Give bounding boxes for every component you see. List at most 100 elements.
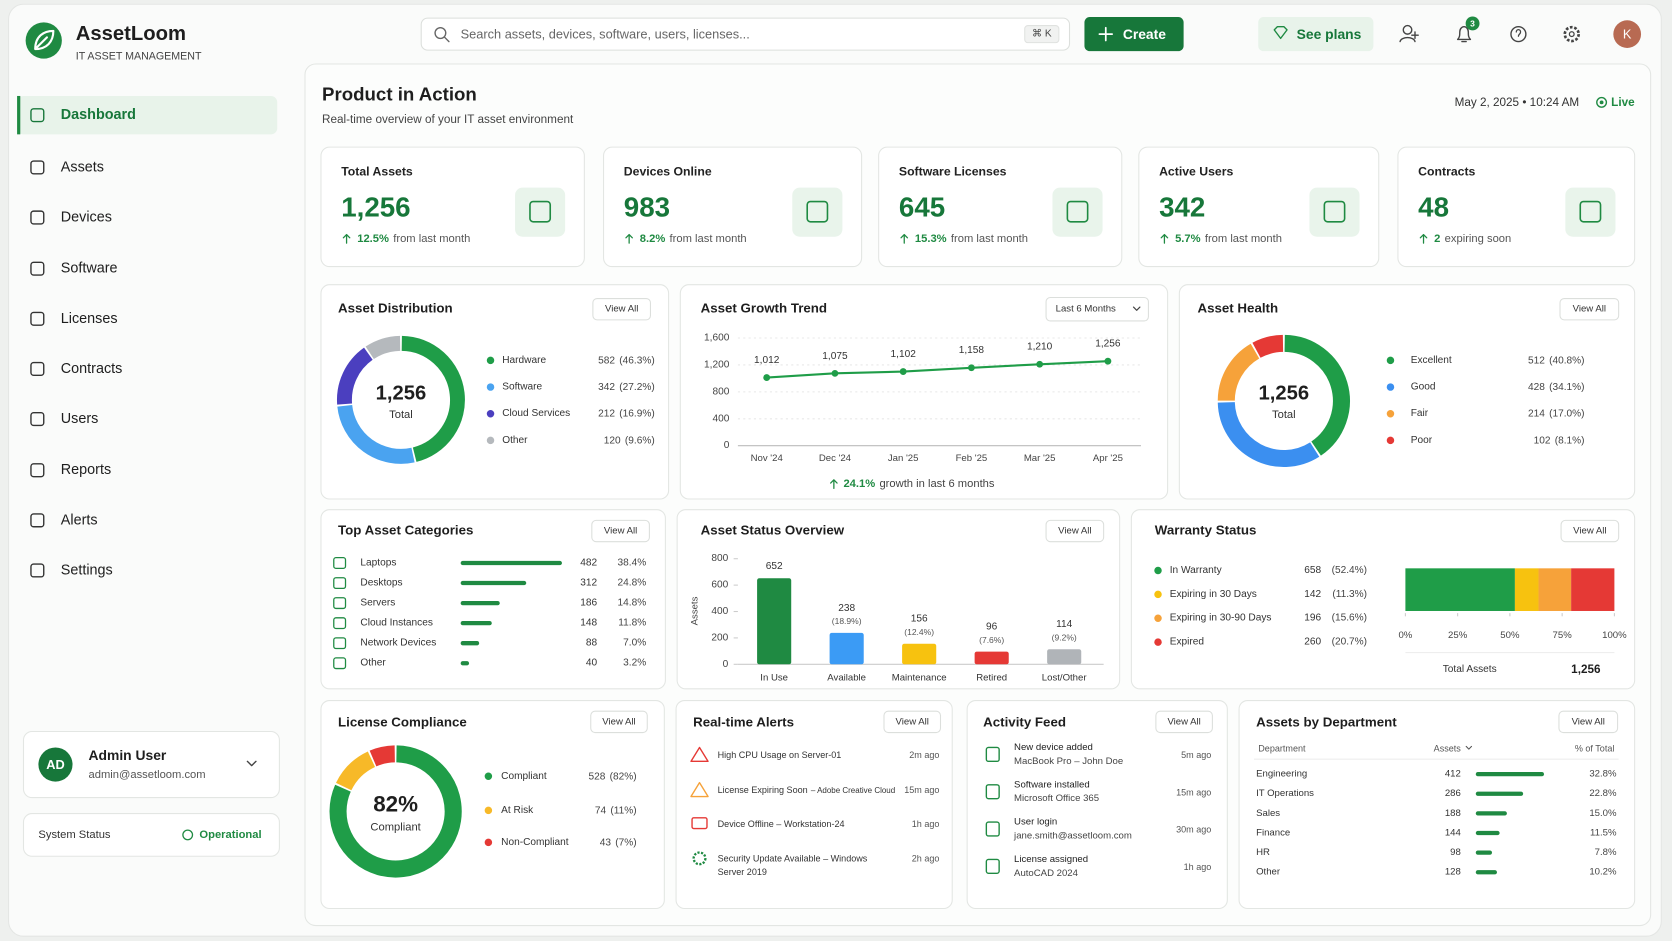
text-part: 24.1% [843, 478, 875, 490]
x-tick-label: Lost/Other [1042, 673, 1088, 684]
legend-label: Poor [1411, 435, 1433, 446]
bar-value: 238 [838, 603, 855, 614]
plans-button[interactable] [1258, 17, 1374, 52]
department-name: IT Operations [1256, 788, 1314, 799]
y-tick-label: 600 [711, 580, 728, 591]
legend-value: 212 (16.9%) [598, 408, 655, 419]
user-card[interactable] [22, 730, 280, 799]
settings-icon[interactable] [1563, 25, 1581, 43]
view-all-button[interactable] [1558, 710, 1619, 734]
plans-label[interactable]: See plans [1297, 26, 1362, 42]
category-icon [333, 577, 347, 590]
category-count: 40 [586, 658, 598, 669]
live-icon [1596, 96, 1608, 108]
notification-badge [1465, 16, 1480, 31]
point-label: 1,256 [1095, 339, 1121, 350]
search-box[interactable] [420, 17, 1071, 51]
legend-label: Cloud Services [502, 408, 570, 419]
help-icon[interactable] [1510, 25, 1527, 43]
category-bar [460, 600, 500, 606]
view-all-label[interactable]: View All [602, 716, 635, 727]
category-share: 7.0% [623, 638, 646, 649]
view-all-label[interactable]: View All [1058, 526, 1091, 537]
y-tick-label: 800 [712, 386, 729, 397]
dropdown-chevron [1132, 306, 1141, 311]
avatar[interactable] [1613, 20, 1642, 48]
create-button[interactable] [1084, 17, 1184, 52]
legend-value: 512 (40.8%) [1528, 355, 1585, 366]
view-all-button[interactable] [590, 710, 648, 734]
brand: AssetLoom [76, 23, 186, 45]
kpi-change: 8.2% from last month [640, 233, 747, 245]
view-all-button[interactable] [1560, 519, 1620, 543]
create-label[interactable]: Create [1123, 26, 1166, 42]
view-all-label[interactable]: View All [604, 526, 637, 537]
view-all-button[interactable] [1155, 710, 1213, 734]
user-name: Admin User [89, 747, 167, 763]
user-icon[interactable] [1402, 24, 1413, 35]
donut-segment [329, 745, 462, 878]
alert-text: Security Update Available – Windows [718, 853, 868, 863]
legend-dot [1386, 383, 1395, 391]
nav-item[interactable]: Licenses [61, 311, 118, 327]
chevron [246, 760, 257, 767]
warranty-percent: (15.6%) [1332, 613, 1367, 624]
donut-center-value: 1,256 [1258, 382, 1309, 404]
kpi-value: 48 [1418, 191, 1449, 222]
legend-label: Expired [1170, 637, 1204, 648]
y-tick-label: 0 [724, 440, 730, 451]
column-header[interactable]: Assets [1434, 744, 1462, 754]
kpi-icon [1579, 200, 1602, 223]
view-all-button[interactable] [592, 298, 651, 321]
nav-item[interactable]: Settings [61, 562, 113, 578]
view-all-label[interactable]: View All [1572, 716, 1605, 727]
view-all-button[interactable] [883, 710, 942, 734]
search-placeholder[interactable]: Search assets, devices, software, users,… [461, 27, 750, 42]
trend-point [831, 369, 839, 377]
activity-title: Software installed [1014, 779, 1090, 790]
up-arrow-icon [342, 233, 351, 244]
text-part: (17.0%) [1549, 408, 1584, 419]
status-bar [902, 643, 937, 665]
warranty-percent: (52.4%) [1332, 565, 1367, 576]
view-all-button[interactable] [1045, 519, 1105, 543]
view-all-label[interactable]: View All [1573, 526, 1606, 537]
nav-item[interactable]: Assets [61, 159, 104, 175]
nav-item[interactable]: Alerts [61, 512, 98, 528]
x-tick-label: In Use [760, 673, 788, 684]
activity-time: 15m ago [1176, 787, 1211, 797]
nav-item[interactable]: Contracts [61, 361, 123, 377]
bar-share: (7.6%) [979, 635, 1004, 645]
view-all-button[interactable] [1559, 298, 1620, 321]
department-count: 98 [1450, 847, 1461, 858]
text-part: 428 [1528, 382, 1545, 393]
card-title: Warranty Status [1155, 522, 1257, 537]
view-all-label[interactable]: View All [1167, 716, 1200, 727]
text-part: 8.2% [640, 233, 666, 245]
search-icon-handle [443, 36, 450, 43]
range-label[interactable]: Last 6 Months [1056, 304, 1116, 315]
avatar-initial: K [1623, 27, 1632, 42]
x-tick-label: 0% [1398, 630, 1412, 641]
nav-item[interactable]: Users [61, 411, 99, 427]
nav-active-bar [17, 95, 21, 135]
user-icon-body [1399, 31, 1419, 43]
activity-time: 5m ago [1181, 750, 1211, 760]
nav-item[interactable]: Devices [61, 210, 112, 226]
view-all-label[interactable]: View All [896, 716, 929, 727]
text-part: (82%) [610, 771, 637, 782]
nav-item[interactable]: Dashboard [61, 107, 136, 123]
nav-item[interactable]: Reports [61, 462, 111, 478]
category-bar [460, 560, 562, 566]
legend-dot [1386, 356, 1395, 365]
range-dropdown[interactable] [1045, 296, 1149, 322]
view-all-label[interactable]: View All [1573, 304, 1606, 315]
y-tick-label: 200 [711, 632, 728, 643]
view-all-button[interactable] [591, 519, 650, 543]
department-share: 22.8% [1589, 788, 1617, 799]
nav-item[interactable]: Software [61, 261, 118, 277]
view-all-label[interactable]: View All [605, 304, 638, 315]
nav-icon [30, 108, 45, 123]
shortcut-badge [1024, 25, 1060, 44]
kpi-change: 2 expiring soon [1434, 233, 1511, 245]
